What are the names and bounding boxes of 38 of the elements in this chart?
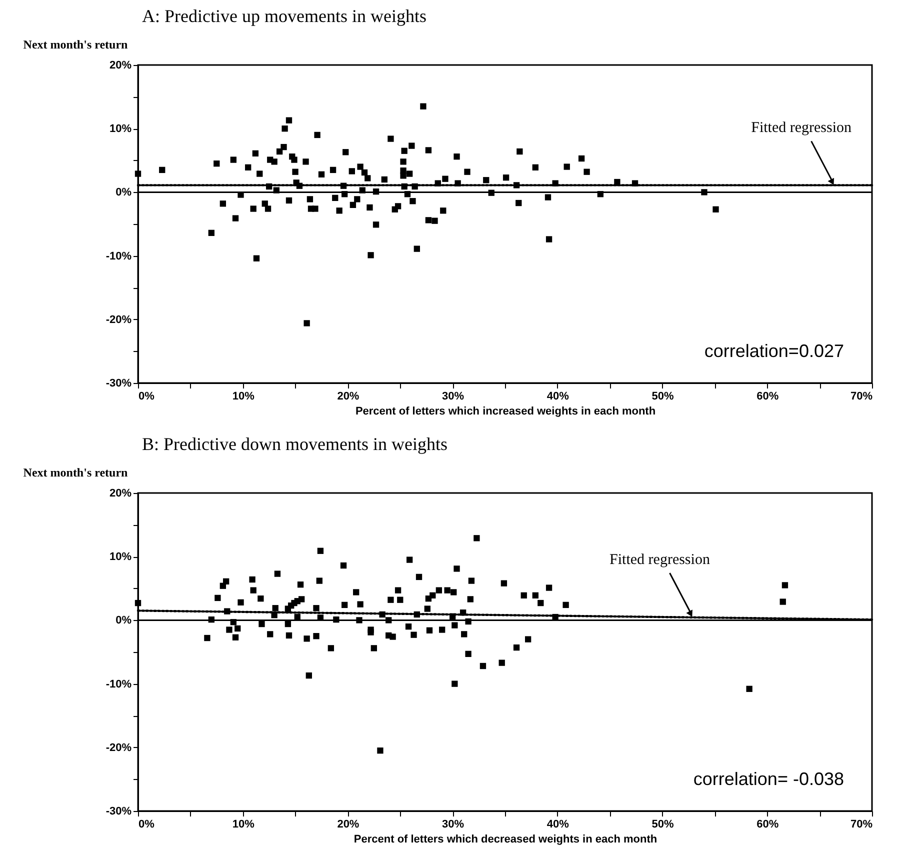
y-axis-title: Next month's return [23,466,128,480]
x-tick-label: 70% [850,818,873,830]
x-axis-title: Percent of letters which decreased weights in each month [354,834,658,846]
x-tick-label: 20% [337,390,360,402]
x-tick-label: 0% [138,390,155,402]
y-tick-label: -30% [106,806,132,818]
y-tick-label: 20% [109,488,132,500]
y-tick-label: -10% [106,678,132,690]
x-tick-label: 60% [756,390,779,402]
x-tick-label: 10% [232,390,255,402]
x-tick-label: 20% [337,818,360,830]
y-axis-title: Next month's return [23,38,128,52]
x-tick-label: 60% [756,818,779,830]
y-tick-label: 0% [116,614,132,627]
annotation: Fitted regression [751,120,852,136]
y-tick-label: 0% [116,186,132,199]
annotation: correlation= -0.038 [693,769,844,789]
x-tick-label: 10% [232,818,255,830]
y-tick-label: -20% [106,314,132,326]
x-tick-label: 40% [546,390,570,402]
x-tick-label: 0% [138,818,155,830]
x-axis-title: Percent of letters which increased weights in each month [355,406,656,418]
x-tick-label: 30% [442,818,464,830]
annotation: correlation=0.027 [704,341,844,361]
annotation: Fitted regression [610,552,710,568]
x-tick-label: 70% [850,390,873,402]
x-tick-label: 30% [442,390,464,402]
y-tick-label: -20% [106,742,132,754]
x-tick-label: 50% [652,818,674,830]
y-tick-label: -10% [106,250,132,262]
y-tick-label: 10% [109,123,132,136]
x-tick-label: 40% [546,818,570,830]
chart-title: A: Predictive up movements in weights [142,6,426,26]
y-tick-label: -30% [106,378,132,390]
x-tick-label: 50% [652,390,674,402]
y-tick-label: 20% [109,60,132,72]
chart-title: B: Predictive down movements in weights [142,434,448,454]
y-tick-label: 10% [109,551,132,564]
